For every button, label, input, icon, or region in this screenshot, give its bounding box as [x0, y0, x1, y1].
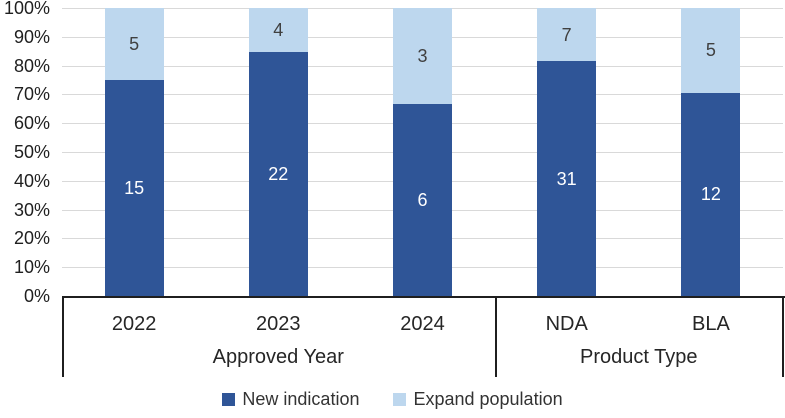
bar-value-label: 6 — [417, 190, 428, 210]
bar-value-label: 7 — [561, 24, 572, 45]
bar-segment-expand-population — [681, 8, 741, 93]
bar-value-label: 31 — [556, 168, 577, 189]
bar-value-label: 5 — [129, 34, 140, 54]
legend-item-new-indication: New indication — [222, 389, 359, 410]
bar-value-label: 22 — [268, 164, 289, 185]
category-label-2024: 2024 — [400, 313, 445, 335]
bar-segment-new-indication — [537, 61, 597, 296]
y-axis-tick-label: 40% — [13, 170, 50, 191]
bar-segment-new-indication — [681, 92, 741, 296]
category-label-bla: BLA — [691, 313, 730, 335]
legend-swatch-new-indication — [222, 393, 236, 406]
bar-segment-expand-population — [537, 8, 597, 62]
chart-legend: New indication Expand population — [0, 389, 785, 410]
bar-value-label: 5 — [705, 40, 716, 61]
x-axis-line — [62, 296, 785, 298]
y-axis-tick-label: 10% — [13, 257, 50, 278]
group-label-approved-year: Approved Year — [212, 346, 344, 368]
bar-segment-expand-population — [104, 8, 164, 80]
bar-segment-expand-population — [393, 8, 452, 104]
bar-segment-new-indication — [104, 80, 164, 296]
y-axis-tick-label: 30% — [13, 199, 50, 220]
y-axis-tick-label: 50% — [13, 142, 50, 162]
y-axis-tick-label: 90% — [13, 26, 50, 47]
category-group-divider — [494, 296, 497, 377]
bar-value-label: 12 — [700, 184, 721, 205]
category-label-2022: 2022 — [111, 313, 157, 335]
bar-value-label: 15 — [124, 178, 145, 198]
y-axis-tick-label: 20% — [13, 228, 50, 249]
group-label-product-type: Product Type — [580, 346, 698, 368]
legend-swatch-expand-population — [393, 393, 407, 406]
bar-segment-expand-population — [248, 8, 308, 53]
legend-label-new-indication: New indication — [242, 389, 360, 409]
bar-value-label: 4 — [273, 20, 284, 41]
legend-item-expand-population: Expand population — [393, 389, 563, 410]
y-axis-tick-label: 100% — [3, 0, 50, 18]
bar-value-label: 3 — [417, 46, 428, 66]
y-axis-tick-label: 80% — [13, 55, 50, 76]
bar-segment-new-indication — [393, 104, 452, 296]
bar-segment-new-indication — [248, 52, 308, 296]
category-label-nda: NDA — [545, 313, 588, 335]
y-axis-tick-label: 0% — [23, 286, 50, 306]
category-label-2023: 2023 — [256, 313, 301, 335]
category-group-divider — [62, 296, 64, 377]
y-axis-tick-label: 70% — [13, 84, 50, 105]
legend-label-expand-population: Expand population — [413, 389, 563, 409]
y-axis-tick-label: 60% — [13, 113, 50, 134]
category-group-divider — [782, 296, 784, 377]
